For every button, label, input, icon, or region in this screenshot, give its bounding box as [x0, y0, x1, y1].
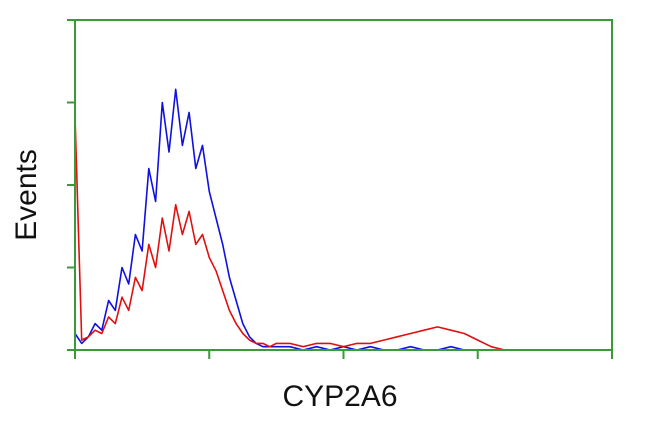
y-axis-label: Events [10, 149, 43, 241]
plot-frame [74, 19, 613, 351]
series-line [74, 88, 505, 351]
x-axis-label: CYP2A6 [282, 380, 397, 413]
series-line [74, 115, 505, 351]
